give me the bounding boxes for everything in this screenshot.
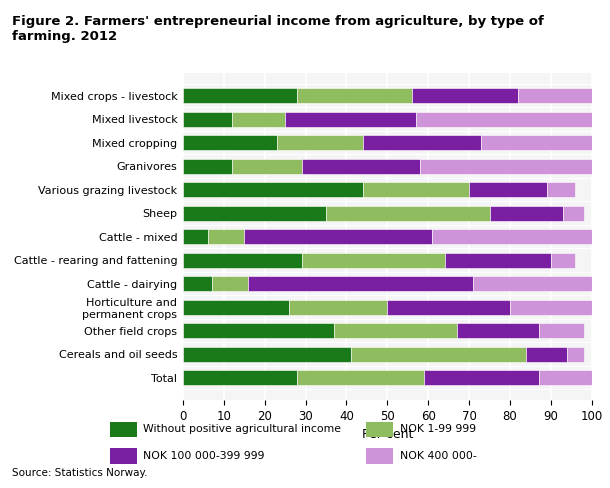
Bar	[563, 205, 584, 221]
Bar	[183, 346, 351, 362]
Bar	[298, 370, 424, 386]
Bar	[473, 276, 592, 291]
Bar	[547, 182, 575, 197]
Bar	[334, 323, 457, 338]
Bar	[183, 205, 326, 221]
Bar	[277, 135, 363, 150]
Bar	[510, 300, 592, 315]
Bar	[363, 135, 481, 150]
Bar	[526, 346, 567, 362]
Bar	[416, 112, 592, 127]
Bar	[481, 135, 592, 150]
Bar	[412, 88, 518, 103]
Text: NOK 1-99 999: NOK 1-99 999	[400, 425, 476, 434]
Bar	[244, 229, 432, 244]
Bar	[212, 276, 248, 291]
X-axis label: Per cent: Per cent	[362, 428, 413, 442]
Bar	[232, 112, 285, 127]
Bar	[457, 323, 539, 338]
Bar	[183, 323, 334, 338]
Bar	[489, 205, 563, 221]
Bar	[298, 88, 412, 103]
Bar	[363, 182, 469, 197]
Bar	[183, 88, 298, 103]
Bar	[539, 323, 584, 338]
Bar	[183, 229, 207, 244]
Bar	[326, 205, 489, 221]
Bar	[301, 159, 420, 174]
Bar	[351, 346, 526, 362]
Text: NOK 400 000-: NOK 400 000-	[400, 451, 476, 461]
Bar	[183, 253, 301, 268]
Bar	[424, 370, 539, 386]
Text: Figure 2. Farmers' entrepreneurial income from agriculture, by type of
farming. : Figure 2. Farmers' entrepreneurial incom…	[12, 15, 544, 42]
Bar	[285, 112, 416, 127]
Bar	[183, 182, 363, 197]
Text: Source: Statistics Norway.: Source: Statistics Norway.	[12, 468, 148, 478]
Bar	[445, 253, 551, 268]
Bar	[301, 253, 445, 268]
Bar	[469, 182, 547, 197]
Text: NOK 100 000-399 999: NOK 100 000-399 999	[143, 451, 265, 461]
Bar	[387, 300, 510, 315]
Bar	[183, 112, 232, 127]
Bar	[567, 346, 584, 362]
Bar	[518, 88, 592, 103]
Bar	[183, 300, 289, 315]
Bar	[232, 159, 301, 174]
Bar	[432, 229, 592, 244]
Bar	[183, 276, 212, 291]
Bar	[420, 159, 592, 174]
Bar	[248, 276, 473, 291]
Bar	[207, 229, 244, 244]
Bar	[539, 370, 592, 386]
Bar	[183, 370, 298, 386]
Bar	[289, 300, 387, 315]
Bar	[183, 135, 277, 150]
Bar	[183, 159, 232, 174]
Text: Without positive agricultural income: Without positive agricultural income	[143, 425, 342, 434]
Bar	[551, 253, 575, 268]
